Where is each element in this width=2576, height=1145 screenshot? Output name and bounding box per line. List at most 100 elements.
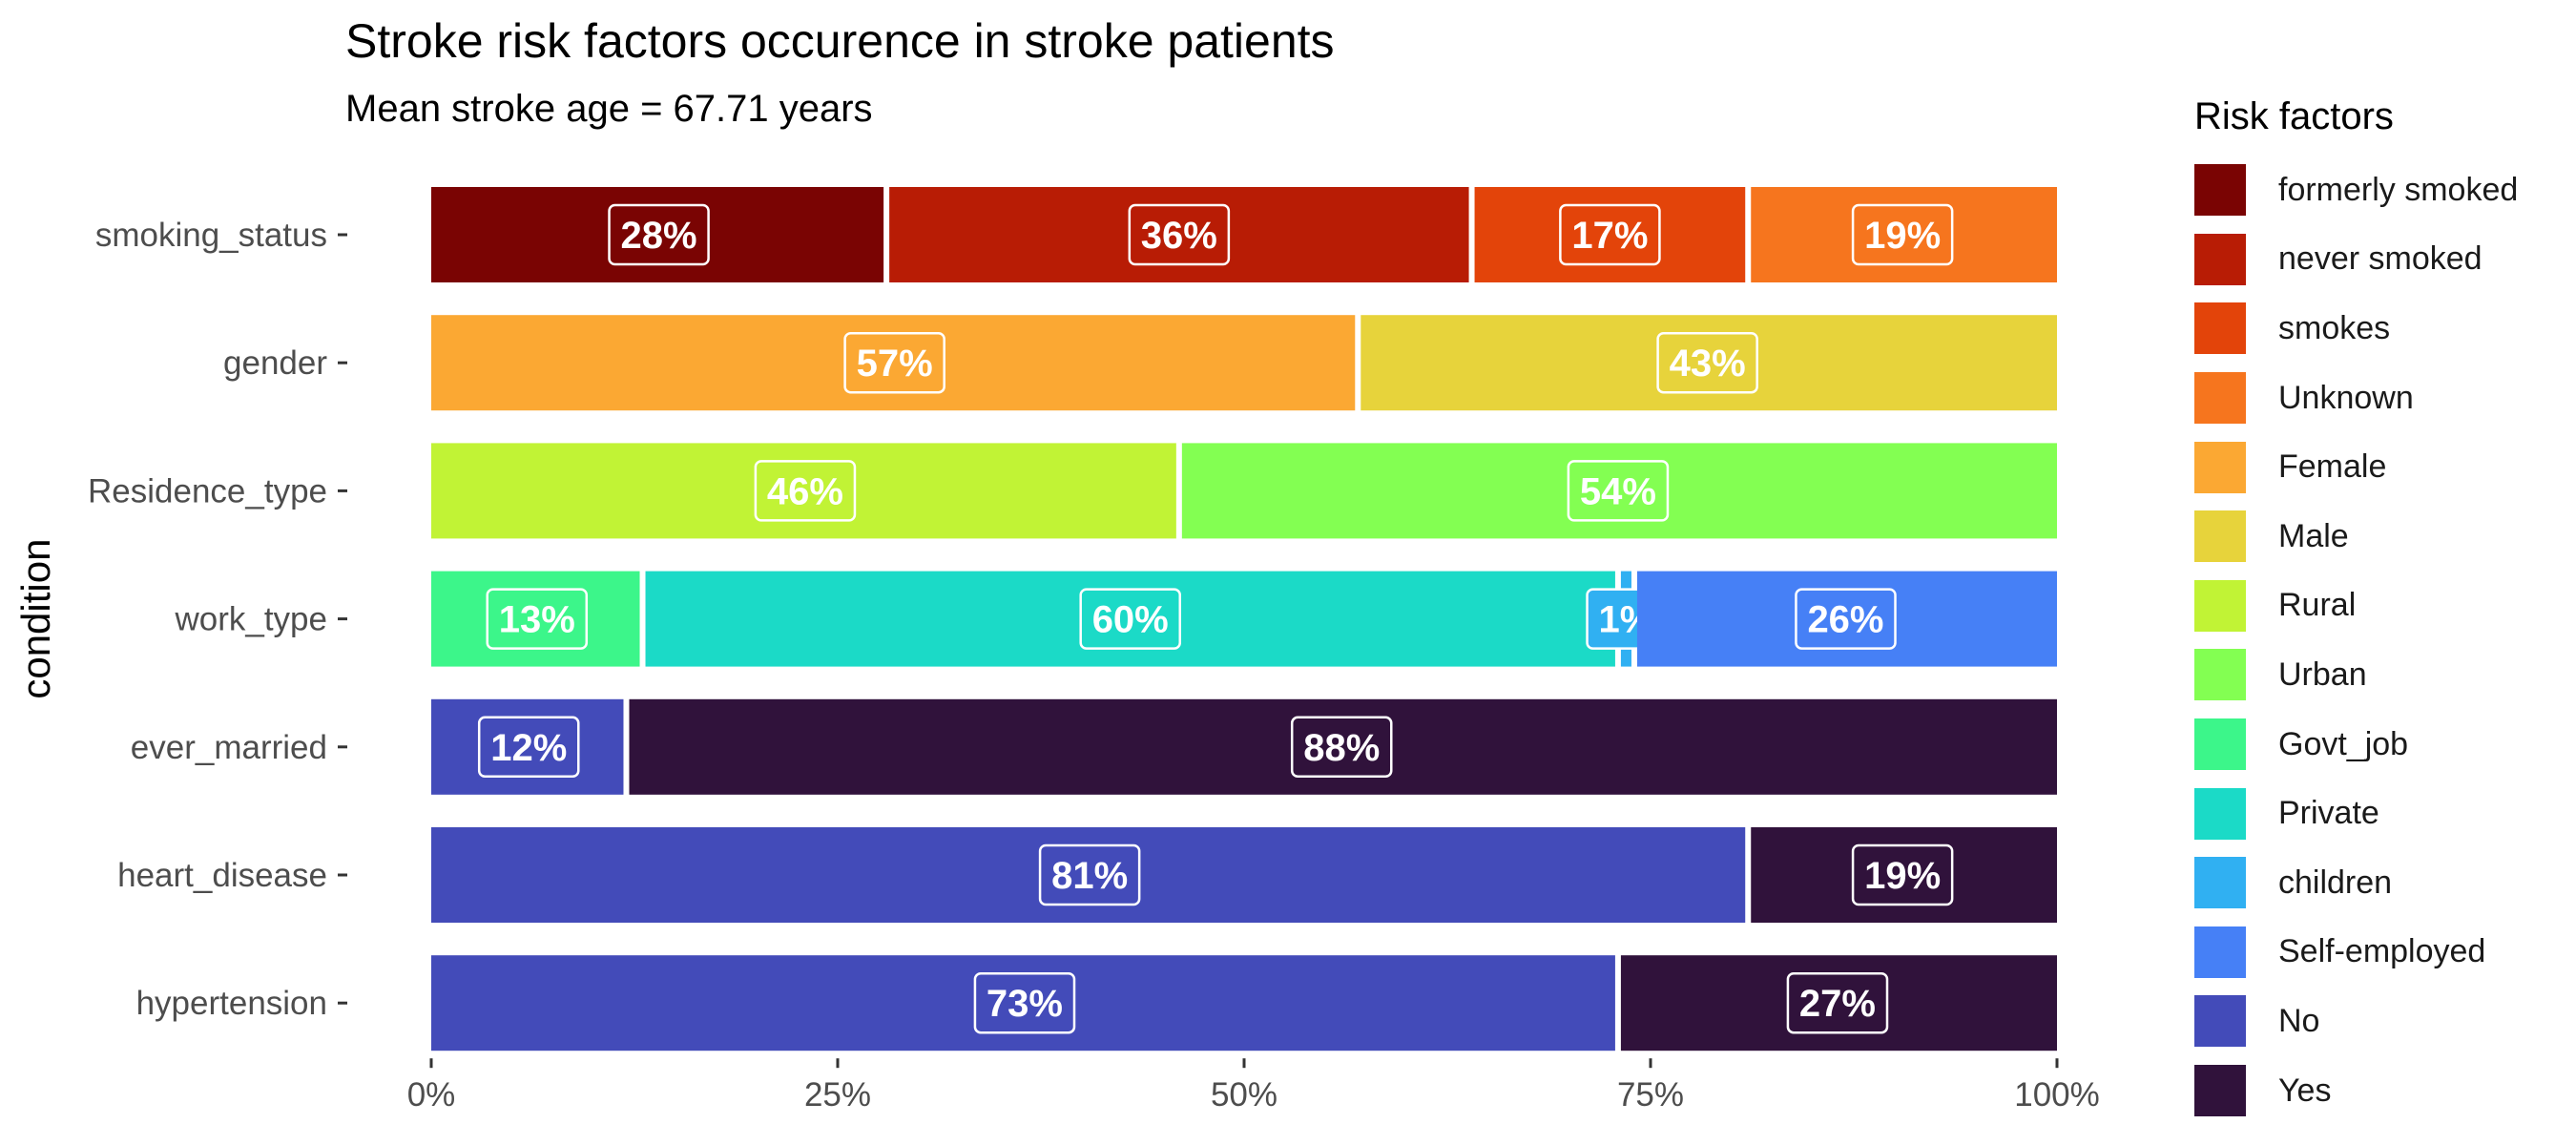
bar-ever-married-no-label: 12% <box>490 727 567 769</box>
legend-key-formerly-smoked <box>2194 164 2246 217</box>
bar-smoking-status-unknown-label: 19% <box>1864 215 1941 257</box>
legend-item-self-employed: Self-employed <box>2194 918 2566 988</box>
legend-key-yes <box>2194 1065 2246 1117</box>
bar-row-ever-married: ever_married 12% 88% <box>131 698 2057 795</box>
legend-item-formerly-smoked: formerly smoked <box>2194 156 2566 225</box>
x-tick-label-75: 75% <box>1617 1076 1684 1114</box>
legend-item-rural: Rural <box>2194 572 2566 641</box>
legend-key-self-employed <box>2194 926 2246 978</box>
stacked-bar-chart: condition smoking_status 28% 36% 17% 19% gende… <box>13 187 2100 1114</box>
legend-label-formerly-smoked: formerly smoked <box>2278 171 2519 208</box>
bar-smoking-status-never-smoked-label-box <box>1128 203 1231 266</box>
legend-label-urban: Urban <box>2278 656 2367 693</box>
x-tick-label-25: 25% <box>804 1076 871 1114</box>
bar-residence-type-urban-label: 54% <box>1580 470 1656 512</box>
legend-item-yes: Yes <box>2194 1056 2566 1126</box>
legend-item-urban: Urban <box>2194 640 2566 710</box>
legend-item-govt-job: Govt_job <box>2194 710 2566 780</box>
legend-label-private: Private <box>2278 795 2379 832</box>
bar-work-type-govt-job-label-box <box>486 588 589 650</box>
bar-row-residence-type: Residence_type 46% 54% <box>88 443 2057 539</box>
bar-hypertension-no-label: 73% <box>987 983 1063 1025</box>
legend-item-male: Male <box>2194 502 2566 572</box>
legend-label-never-smoked: never smoked <box>2278 240 2483 278</box>
x-tick-label-0: 0% <box>407 1076 456 1114</box>
bar-smoking-status-smokes-label-box <box>1559 203 1661 266</box>
bar-residence-type-rural-label-box <box>754 460 857 522</box>
legend-item-female: Female <box>2194 432 2566 502</box>
bar-hypertension-no-label-box <box>973 971 1076 1034</box>
legend-label-govt-job: Govt_job <box>2278 725 2409 762</box>
legend-key-urban <box>2194 649 2246 701</box>
bar-row-work-type: work_type 13% 60% 1% 26% <box>174 571 2057 667</box>
y-tick-label-hypertension: hypertension <box>136 985 327 1022</box>
legend-label-male: Male <box>2278 517 2349 554</box>
bar-heart-disease-yes-label: 19% <box>1864 855 1941 897</box>
bar-work-type-private-label-box <box>1079 588 1182 650</box>
legend-item-smokes: smokes <box>2194 294 2566 364</box>
legend-key-private <box>2194 787 2246 840</box>
bar-ever-married-yes-label: 88% <box>1303 727 1380 769</box>
x-tick-label-100: 100% <box>2014 1076 2100 1114</box>
legend-title: Risk factors <box>2194 95 2394 137</box>
legend-item-no: No <box>2194 987 2566 1056</box>
y-axis-title: condition <box>13 539 58 699</box>
legend-key-smokes <box>2194 302 2246 355</box>
legend: Risk factors formerly smoked never smoked… <box>2194 95 2566 1125</box>
bar-row-gender: gender 57% 43% <box>223 315 2057 411</box>
legend-key-male <box>2194 510 2246 563</box>
bar-heart-disease-no-label: 81% <box>1051 855 1128 897</box>
bar-work-type-private-label: 60% <box>1092 599 1169 641</box>
bar-work-type-self-employed-label-box <box>1795 588 1897 650</box>
legend-item-private: Private <box>2194 779 2566 848</box>
legend-key-no <box>2194 995 2246 1048</box>
bar-row-hypertension: hypertension 73% 27% <box>136 955 2057 1051</box>
y-tick-label-heart-disease: heart_disease <box>117 857 327 894</box>
bar-smoking-status-unknown-label-box <box>1851 203 1954 266</box>
bar-smoking-status-formerly-smoked-label: 28% <box>621 215 697 257</box>
bar-gender-male-label-box <box>1656 331 1758 394</box>
bar-ever-married-yes-label-box <box>1290 716 1393 779</box>
legend-key-rural <box>2194 579 2246 632</box>
bar-gender-female-label: 57% <box>857 343 933 385</box>
legend-key-female <box>2194 441 2246 493</box>
bar-gender-male-label: 43% <box>1670 343 1746 385</box>
legend-label-yes: Yes <box>2278 1072 2332 1109</box>
legend-key-unknown <box>2194 372 2246 425</box>
legend-key-never-smoked <box>2194 233 2246 285</box>
bar-residence-type-rural-label: 46% <box>767 470 843 512</box>
y-tick-label-ever-married: ever_married <box>131 729 327 766</box>
legend-label-children: children <box>2278 864 2393 901</box>
bar-smoking-status-smokes-label: 17% <box>1571 215 1648 257</box>
chart-title: Stroke risk factors occurence in stroke … <box>345 14 1335 68</box>
bar-hypertension-yes-label-box <box>1786 971 1889 1034</box>
bar-hypertension-yes-label: 27% <box>1799 983 1876 1025</box>
legend-items: formerly smoked never smoked smokes Unknown… <box>2194 156 2566 1125</box>
bar-gender-female-label-box <box>843 331 945 394</box>
bar-residence-type-urban-label-box <box>1567 460 1670 522</box>
bar-smoking-status-formerly-smoked-label-box <box>608 203 710 266</box>
bar-row-smoking-status: smoking_status 28% 36% 17% 19% <box>95 187 2057 282</box>
y-tick-label-work-type: work_type <box>174 601 327 638</box>
legend-label-female: Female <box>2278 448 2387 486</box>
legend-label-self-employed: Self-employed <box>2278 933 2486 970</box>
y-tick-label-gender: gender <box>223 344 327 382</box>
x-tick-label-50: 50% <box>1211 1076 1278 1114</box>
bar-ever-married-no-label-box <box>477 716 580 779</box>
bar-heart-disease-yes-label-box <box>1851 843 1954 906</box>
legend-item-never-smoked: never smoked <box>2194 225 2566 295</box>
legend-item-children: children <box>2194 848 2566 918</box>
bar-work-type-govt-job-label: 13% <box>499 599 575 641</box>
legend-label-unknown: Unknown <box>2278 379 2414 416</box>
legend-key-children <box>2194 857 2246 909</box>
bar-smoking-status-never-smoked-label: 36% <box>1141 215 1217 257</box>
y-tick-label-smoking-status: smoking_status <box>95 217 327 254</box>
bar-heart-disease-no-label-box <box>1038 843 1141 906</box>
legend-label-no: No <box>2278 1002 2320 1039</box>
legend-label-smokes: smokes <box>2278 309 2391 346</box>
bar-row-heart-disease: heart_disease 81% 19% <box>117 827 2057 923</box>
bar-work-type-self-employed-label: 26% <box>1807 599 1883 641</box>
legend-label-rural: Rural <box>2278 587 2357 624</box>
legend-key-govt-job <box>2194 718 2246 771</box>
chart-subtitle: Mean stroke age = 67.71 years <box>345 88 873 130</box>
